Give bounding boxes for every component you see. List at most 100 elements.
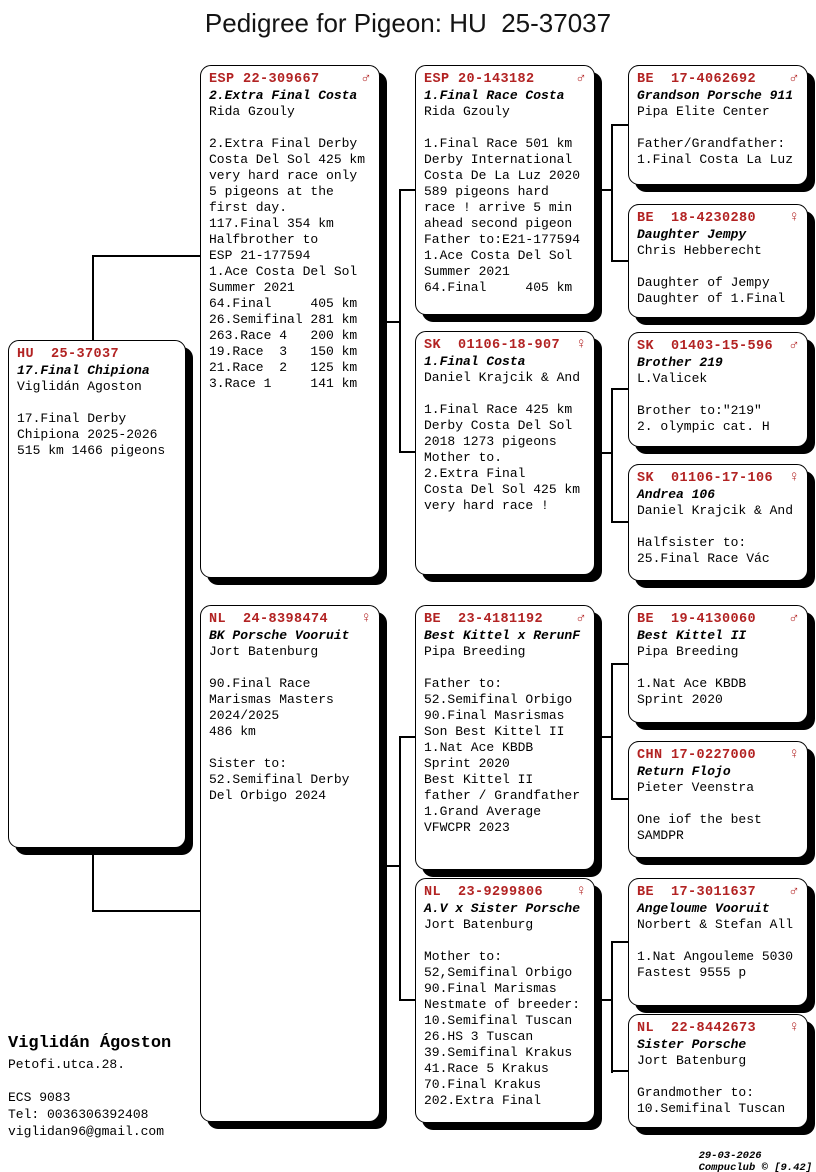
pigeon-name: Brother 219 [637,355,723,370]
pigeon-owner: Daniel Krajcik & And [424,370,581,385]
male-icon: ♂ [789,337,799,354]
band-row: SK 01106-17-106 ♀ [637,469,799,487]
band-row: BE 17-3011637 ♂ [637,883,799,901]
male-icon: ♂ [576,70,586,87]
band-number: ESP 22-309667 [209,72,320,87]
pigeon-name: Best Kittel II [637,628,747,643]
female-icon: ♀ [789,1019,799,1036]
female-icon: ♀ [576,883,586,900]
male-icon: ♂ [789,70,799,87]
pigeon-name: 1.Final Costa [424,354,526,369]
band-number: SK 01403-15-596 [637,339,774,354]
band-number: BE 17-4062692 [637,72,757,87]
connector-line [611,124,629,126]
pigeon-owner: Viglidán Agoston [17,379,142,394]
male-icon: ♂ [789,883,799,900]
breeder-address: Petofi.utca.28. [8,1057,126,1072]
footer-date: 29-03-2026 [698,1150,762,1162]
female-icon: ♀ [789,469,799,486]
pedigree-box-great-grandparent-3: SK 01403-15-596 ♂ Brother 219 L.Valicek … [628,332,808,447]
pigeon-name: Return Flojo [637,764,731,779]
band-number: NL 23-9299806 [424,885,544,900]
pedigree-box-great-grandparent-8: NL 22-8442673 ♀ Sister Porsche Jort Bate… [628,1014,808,1128]
pigeon-name: Andrea 106 [637,487,716,502]
pigeon-name: BK Porsche Vooruit [209,628,350,643]
connector-line [399,999,416,1001]
band-row: NL 22-8442673 ♀ [637,1019,799,1037]
pigeon-notes: 17.Final Derby Chipiona 2025-2026 515 km… [17,411,166,458]
page-title: Pedigree for Pigeon: HU 25-37037 [204,8,612,38]
connector-line [399,189,416,191]
pigeon-name: 17.Final Chipiona [17,363,150,378]
female-icon: ♀ [789,746,799,763]
male-icon: ♂ [361,70,371,87]
connector-line [92,910,202,912]
pigeon-notes: Grandmother to: 10.Semifinal Tuscan [637,1085,786,1116]
connector-line [399,736,416,738]
band-row: NL 23-9299806 ♀ [424,883,586,901]
connector-line [611,1070,629,1072]
pigeon-notes: Daughter of Jempy Daughter of 1.Final [637,275,786,306]
breeder-contact: ECS 9083 Tel: 0036306392408 viglidan96@g… [8,1090,165,1139]
band-row: ESP 22-309667 ♂ [209,70,371,88]
connector-line [602,189,612,191]
band-row: SK 01403-15-596 ♂ [637,337,799,355]
pigeon-owner: Rida Gzouly [424,104,510,119]
pedigree-box-subject: HU 25-37037 17.Final Chipiona Viglidán A… [8,340,186,848]
pigeon-notes: Father to: 52.Semifinal Orbigo 90.Final … [424,676,581,835]
connector-line [611,941,613,1073]
band-number: BE 18-4230280 [637,211,757,226]
band-number: NL 22-8442673 [637,1021,757,1036]
connector-line [611,663,613,800]
connector-line [399,189,401,453]
pigeon-owner: Norbert & Stefan All [637,917,794,932]
pedigree-box-great-grandparent-4: SK 01106-17-106 ♀ Andrea 106 Daniel Kraj… [628,464,808,581]
pigeon-name: Angeloume Vooruit [637,901,770,916]
band-number: BE 19-4130060 [637,612,757,627]
band-number: SK 01106-17-106 [637,471,774,486]
pigeon-name: Grandson Porsche 911 [637,88,794,103]
band-number: HU 25-37037 [17,347,120,362]
pigeon-name: Best Kittel x RerunF [424,628,581,643]
band-row: BE 23-4181192 ♂ [424,611,586,628]
breeder-name: Viglidán Ágoston [8,1034,172,1053]
pigeon-notes: One iof the best SAMDPR [637,812,762,843]
connector-line [611,663,629,665]
pigeon-name: 2.Extra Final Costa [209,88,358,103]
pigeon-owner: L.Valicek [637,371,708,386]
pigeon-notes: 2.Extra Final Derby Costa Del Sol 425 km… [209,136,366,391]
connector-line [611,260,629,262]
pedigree-box-dam: NL 24-8398474 ♀ BK Porsche Vooruit Jort … [200,605,380,1122]
band-number: BE 23-4181192 [424,612,544,627]
pigeon-name: 1.Final Race Costa [424,88,565,103]
pedigree-box-great-grandparent-5: BE 19-4130060 ♂ Best Kittel II Pipa Bree… [628,605,808,723]
band-row: CHN 17-0227000 ♀ [637,746,799,764]
connector-line [611,521,629,523]
pigeon-owner: Jort Batenburg [424,917,534,932]
band-row: HU 25-37037 [17,347,177,363]
pigeon-owner: Pipa Breeding [424,644,526,659]
connector-line [602,999,612,1001]
female-icon: ♀ [789,209,799,226]
connector-line [399,736,401,1001]
band-row: ESP 20-143182 ♂ [424,70,586,88]
connector-line [611,388,629,390]
pigeon-owner: Chris Hebberecht [637,243,762,258]
footer-software: Compuclub © [9.42] [698,1162,812,1172]
pedigree-box-great-grandparent-2: BE 18-4230280 ♀ Daughter Jempy Chris Heb… [628,204,808,318]
band-number: CHN 17-0227000 [637,748,757,763]
pigeon-notes: 1.Final Race 425 km Derby Costa Del Sol … [424,402,581,513]
female-icon: ♀ [576,336,586,353]
pigeon-owner: Daniel Krajcik & And [637,503,794,518]
pigeon-name: A.V x Sister Porsche [424,901,581,916]
band-row: SK 01106-18-907 ♀ [424,336,586,354]
pedigree-box-granddam-maternal: NL 23-9299806 ♀ A.V x Sister Porsche Jor… [415,878,595,1123]
connector-line [92,255,202,257]
band-number: NL 24-8398474 [209,612,329,627]
pigeon-notes: Brother to:"219" 2. olympic cat. H [637,403,770,434]
band-row: BE 17-4062692 ♂ [637,70,799,88]
band-number: BE 17-3011637 [637,885,757,900]
pedigree-box-great-grandparent-7: BE 17-3011637 ♂ Angeloume Vooruit Norber… [628,878,808,1006]
pedigree-box-grandsire-maternal: BE 23-4181192 ♂ Best Kittel x RerunF Pip… [415,605,595,870]
